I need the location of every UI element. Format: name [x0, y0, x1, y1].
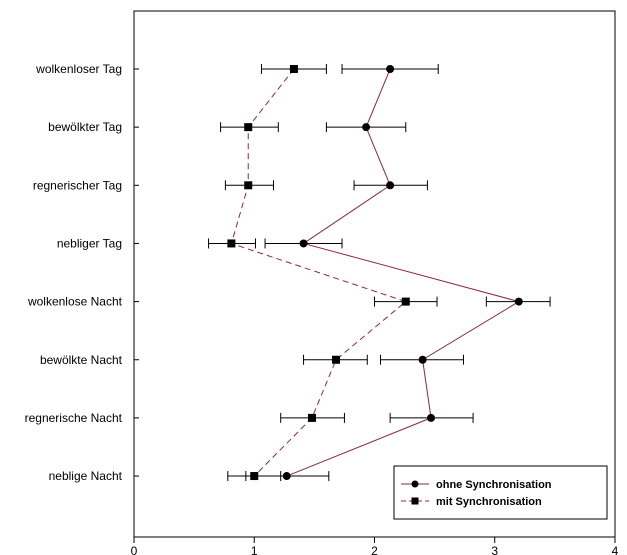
data-point-circle: [300, 239, 308, 247]
legend-label-ohne: ohne Synchronisation: [436, 479, 552, 491]
y-tick-label: regnerischer Tag: [33, 178, 122, 192]
x-tick-label: 1: [251, 544, 258, 555]
legend-label-mit: mit Synchronisation: [436, 496, 542, 508]
legend-box: [394, 466, 607, 519]
x-tick-label: 2: [371, 544, 378, 555]
data-point-square: [402, 298, 410, 306]
data-point-square: [244, 123, 252, 131]
y-tick-label: nebliger Tag: [57, 236, 122, 250]
y-tick-label: bewölkte Nacht: [40, 353, 123, 367]
data-point-square: [332, 356, 340, 364]
data-point-square: [290, 65, 298, 73]
data-point-square: [308, 414, 316, 422]
x-tick-label: 3: [491, 544, 498, 555]
data-point-circle: [427, 414, 435, 422]
data-point-circle: [386, 65, 394, 73]
data-point-square: [244, 181, 252, 189]
x-tick-label: 4: [612, 544, 619, 555]
data-point-circle: [386, 181, 394, 189]
data-point-circle: [419, 356, 427, 364]
data-point-circle: [362, 123, 370, 131]
data-point-circle: [283, 472, 291, 480]
y-tick-label: neblige Nacht: [49, 469, 123, 483]
legend: ohne Synchronisation mit Synchronisation: [394, 466, 607, 519]
x-tick-label: 0: [131, 544, 138, 555]
legend-marker-circle: [412, 481, 419, 488]
y-tick-label: regnerische Nacht: [25, 411, 123, 425]
legend-marker-square: [412, 498, 419, 505]
data-point-square: [250, 472, 258, 480]
y-axis-labels: wolkenloser Tag bewölkter Tag regnerischer…: [25, 62, 139, 483]
data-point-square: [227, 239, 235, 247]
data-point-circle: [515, 298, 523, 306]
y-tick-label: bewölkter Tag: [48, 120, 122, 134]
plot-frame: [134, 11, 615, 537]
x-axis: 0 1 2 3 4: [131, 537, 619, 555]
y-tick-label: wolkenlose Nacht: [27, 295, 123, 309]
y-tick-label: wolkenloser Tag: [35, 62, 122, 76]
